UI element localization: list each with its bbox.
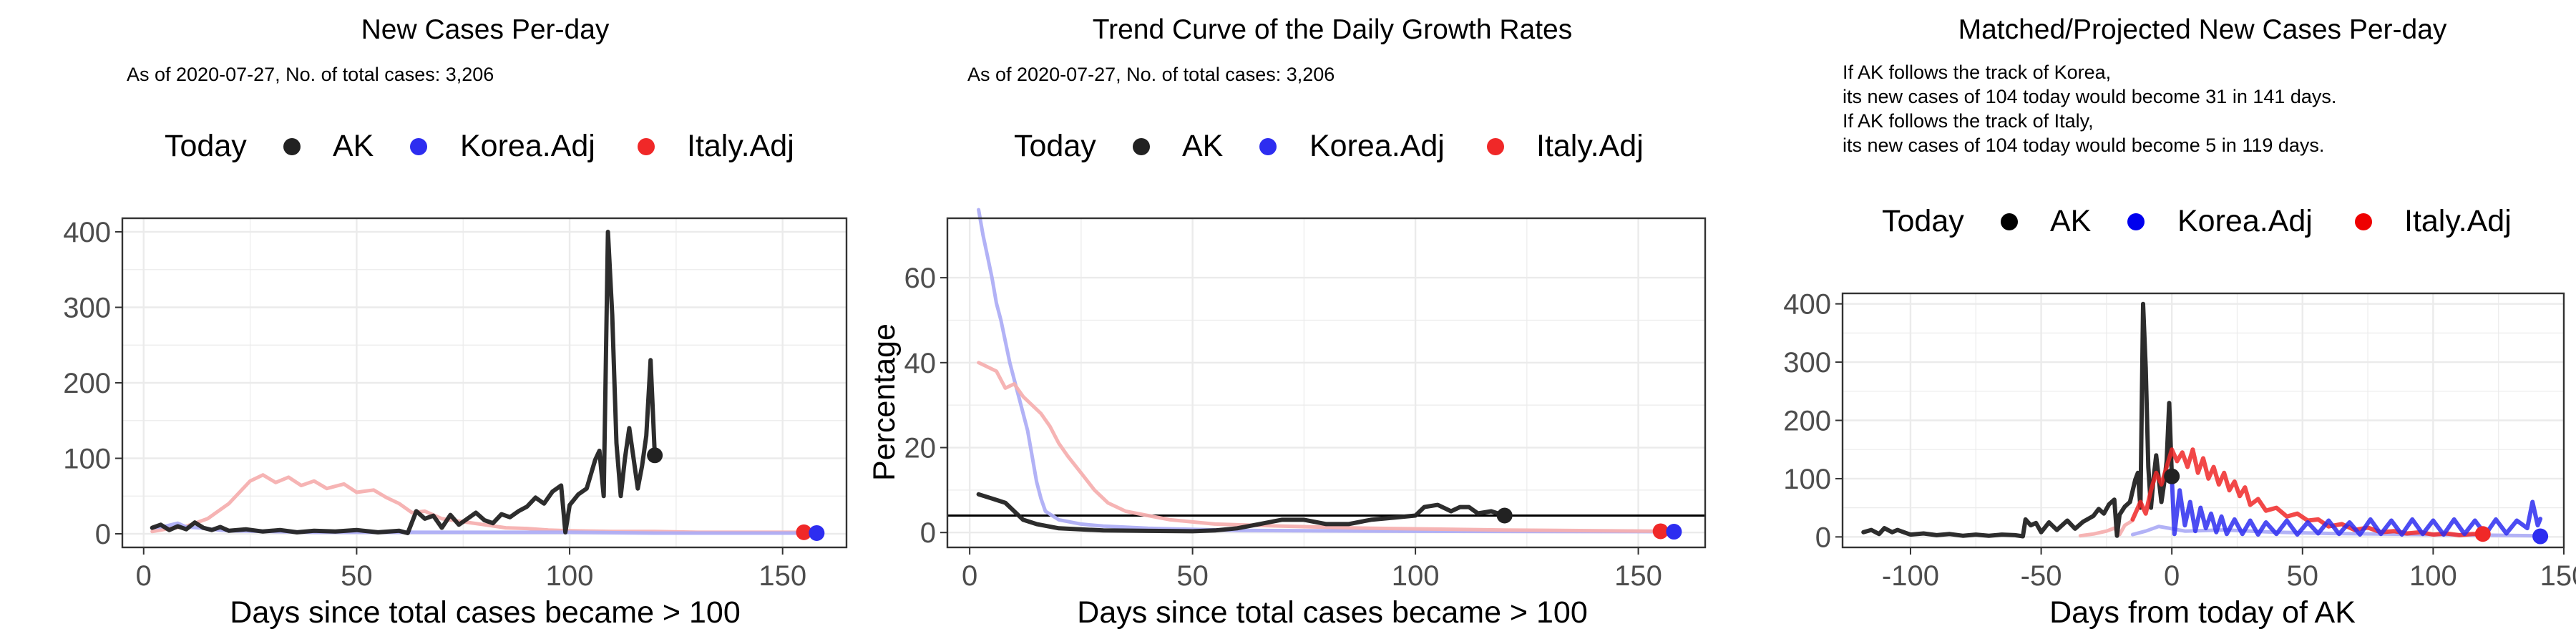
legend-korea-label: Korea.Adj [1309, 129, 1445, 163]
new-cases-chart: New Cases Per-day As of 2020-07-27, No. … [63, 14, 848, 630]
plot-area: 0 50 100 150 0 20 40 60 [904, 208, 1707, 592]
legend-italy-label: Italy.Adj [2404, 204, 2512, 238]
x-tick-label: 100 [1392, 560, 1440, 592]
today-point-korea-adj [809, 525, 825, 541]
chart-subtitle: As of 2020-07-27, No. of total cases: 3,… [127, 64, 494, 85]
legend-korea-label: Korea.Adj [2177, 204, 2313, 238]
legend-korea-label: Korea.Adj [460, 129, 595, 163]
today-point-korea-adj [1666, 524, 1682, 540]
series-line-ak [976, 492, 1507, 534]
y-axis-label: Percentage [867, 323, 902, 481]
y-tick-label: 400 [63, 217, 111, 248]
today-point-ak [2164, 468, 2180, 484]
legend-korea-marker [1259, 138, 1277, 155]
y-tick-label: 0 [920, 517, 936, 549]
y-tick-label: 400 [1783, 289, 1831, 321]
today-point-italy-adj [1652, 523, 1669, 540]
x-tick-label: 50 [341, 560, 373, 592]
note-line: its new cases of 104 today would become … [1843, 135, 2324, 156]
legend-korea-marker [2127, 213, 2145, 230]
legend-ak-marker [2001, 213, 2018, 230]
y-tick-label: 100 [1783, 464, 1831, 495]
x-tick-label: 150 [758, 560, 806, 592]
x-tick-label: 150 [1614, 560, 1662, 592]
y-tick-label: 200 [63, 368, 111, 399]
series-line-ak [1861, 301, 2175, 539]
series-line-italy-adj [2130, 447, 2485, 537]
x-tick-label: 100 [2409, 560, 2457, 592]
projected-cases-chart: Matched/Projected New Cases Per-day If A… [1783, 14, 2576, 630]
legend: Today AK Korea.Adj Italy.Adj [1882, 204, 2512, 238]
plot-border [1841, 292, 2565, 549]
y-tick-label: 20 [904, 433, 937, 464]
plot-area: -100 -50 0 50 100 150 0 100 200 300 400 [1783, 289, 2576, 592]
legend-ak-label: AK [2050, 204, 2092, 238]
legend: Today AK Korea.Adj Italy.Adj [1014, 129, 1644, 163]
y-tick-label: 0 [95, 519, 111, 550]
note-line: If AK follows the track of Italy, [1843, 110, 2094, 132]
legend-ak-label: AK [1182, 129, 1224, 163]
x-tick-label: 0 [136, 560, 152, 592]
chart-title: Trend Curve of the Daily Growth Rates [1093, 14, 1572, 45]
series-line-korea-adj-faint [977, 208, 1676, 534]
legend: Today AK Korea.Adj Italy.Adj [165, 129, 794, 163]
x-axis-label: Days since total cases became > 100 [1077, 595, 1587, 630]
legend-today-label: Today [165, 129, 247, 163]
legend-today-label: Today [1882, 204, 1964, 238]
y-tick-label: 200 [1783, 406, 1831, 437]
today-point-ak [1496, 507, 1513, 524]
legend-today-label: Today [1014, 129, 1096, 163]
x-tick-label: -50 [2021, 560, 2062, 592]
x-tick-label: 0 [2164, 560, 2180, 592]
projection-note: If AK follows the track of Korea, its ne… [1843, 62, 2336, 156]
x-tick-label: 100 [546, 560, 594, 592]
plot-border [946, 217, 1707, 549]
legend-italy-marker [638, 138, 655, 155]
chart-subtitle: As of 2020-07-27, No. of total cases: 3,… [967, 64, 1335, 85]
plot-border [121, 217, 848, 549]
today-point-ak [647, 447, 663, 464]
today-point-korea-adj [2532, 528, 2549, 545]
today-point-italy-adj [796, 524, 812, 540]
y-tick-label: 300 [1783, 347, 1831, 379]
y-tick-label: 0 [1815, 522, 1831, 553]
y-tick-label: 60 [904, 263, 937, 294]
x-axis-label: Days since total cases became > 100 [230, 595, 740, 630]
series-line-ak [150, 230, 658, 535]
today-point-italy-adj [2474, 526, 2491, 542]
legend-italy-marker [2355, 213, 2372, 230]
note-line: its new cases of 104 today would become … [1843, 86, 2336, 107]
x-tick-label: 50 [2287, 560, 2319, 592]
y-tick-label: 100 [63, 444, 111, 475]
note-line: If AK follows the track of Korea, [1843, 62, 2111, 83]
x-tick-label: 0 [962, 560, 977, 592]
y-tick-label: 300 [63, 292, 111, 323]
legend-italy-marker [1487, 138, 1504, 155]
growth-rate-chart: Trend Curve of the Daily Growth Rates As… [867, 14, 1707, 630]
x-tick-label: -100 [1882, 560, 1939, 592]
legend-ak-label: AK [333, 129, 374, 163]
chart-title: New Cases Per-day [361, 14, 610, 45]
legend-ak-marker [1133, 138, 1150, 155]
legend-korea-marker [410, 138, 427, 155]
x-tick-label: 50 [1176, 560, 1209, 592]
x-tick-label: 150 [2540, 560, 2576, 592]
y-tick-label: 40 [904, 348, 937, 379]
x-axis-label: Days from today of AK [2049, 595, 2356, 630]
legend-italy-label: Italy.Adj [1536, 129, 1644, 163]
legend-italy-label: Italy.Adj [687, 129, 794, 163]
plot-area: 0 50 100 150 0 100 200 300 400 [63, 217, 848, 592]
legend-ak-marker [283, 138, 301, 155]
chart-title: Matched/Projected New Cases Per-day [1958, 14, 2447, 45]
